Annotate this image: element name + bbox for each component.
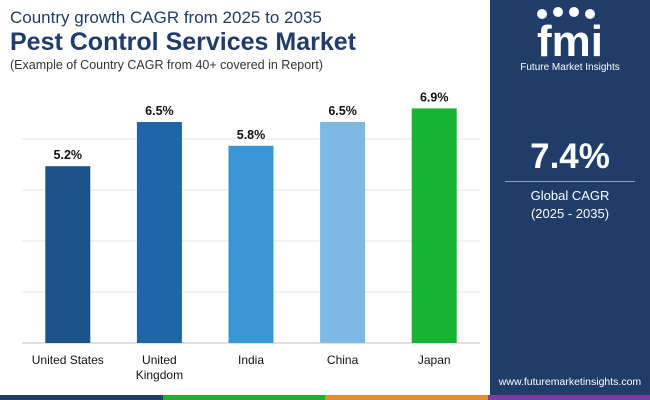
strip-segment bbox=[0, 395, 163, 400]
bar-united-kingdom bbox=[136, 122, 182, 343]
x-tick-label: China bbox=[327, 353, 359, 367]
website-url[interactable]: www.futuremarketinsights.com bbox=[498, 376, 642, 388]
bar-japan bbox=[411, 108, 457, 344]
chart-title: Pest Control Services Market bbox=[10, 28, 356, 56]
global-cagr-label: Global CAGR bbox=[530, 188, 610, 203]
x-tick-label: Japan bbox=[418, 353, 451, 367]
x-tick-label: India bbox=[238, 353, 264, 367]
bar-india bbox=[228, 145, 274, 343]
bar-china bbox=[320, 122, 366, 343]
data-label: 5.2% bbox=[54, 148, 83, 162]
fmi-logo: fmi Future Market Insights bbox=[520, 7, 620, 73]
chart-subtitle: Country growth CAGR from 2025 to 2035 bbox=[10, 8, 322, 27]
kpi-divider bbox=[505, 181, 635, 182]
chart-note: (Example of Country CAGR from 40+ covere… bbox=[10, 58, 323, 72]
x-tick-label: Kingdom bbox=[136, 368, 183, 382]
bar-united-states bbox=[45, 166, 91, 343]
data-label: 5.8% bbox=[237, 128, 266, 142]
brand-name: Future Market Insights bbox=[520, 62, 619, 73]
x-tick-label: United bbox=[142, 353, 177, 367]
strip-segment bbox=[325, 395, 488, 400]
global-cagr-period: (2025 - 2035) bbox=[530, 206, 610, 221]
strip-segment bbox=[487, 395, 650, 400]
data-label: 6.5% bbox=[145, 104, 174, 118]
global-cagr-value: 7.4% bbox=[530, 137, 610, 176]
logo-letters: fmi bbox=[537, 17, 603, 66]
data-label: 6.9% bbox=[420, 90, 449, 104]
data-label: 6.5% bbox=[328, 104, 357, 118]
x-tick-label: United States bbox=[32, 353, 104, 367]
right-panel: fmi Future Market Insights 7.4% Global C… bbox=[490, 0, 650, 400]
header: Country growth CAGR from 2025 to 2035 Pe… bbox=[0, 0, 490, 80]
bottom-color-strip bbox=[0, 395, 650, 400]
strip-segment bbox=[162, 395, 325, 400]
